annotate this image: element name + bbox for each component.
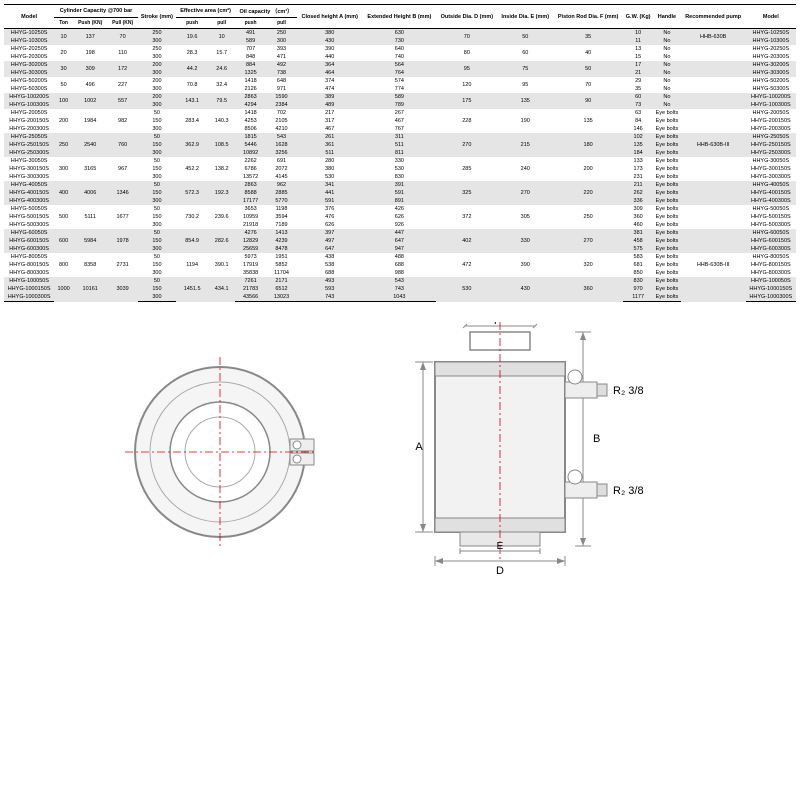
label-b: B xyxy=(593,433,600,445)
h-gw: G.W. (Kg) xyxy=(623,5,653,29)
label-a: A xyxy=(415,441,423,453)
side-view-diagram: F A B R₂ 3/8 R₂ 3/8 D E xyxy=(375,322,675,582)
h-stroke: Stroke (mm) xyxy=(138,5,176,29)
h-pushkn: Push (KN) xyxy=(73,18,107,29)
table-row: HHYG-50050S5005111167750730.2239.6365311… xyxy=(4,205,796,213)
h-ton: Ton xyxy=(54,18,73,29)
spec-table: Model Cylinder Capacity @700 bar Stroke … xyxy=(4,4,796,302)
h-apush: push xyxy=(176,18,208,29)
table-row: HHYG-100050S1000101613039501451.5434.172… xyxy=(4,277,796,285)
table-row: HHYG-80050S80083582731501194390.15973195… xyxy=(4,253,796,261)
h-ext: Extended Height B (mm) xyxy=(362,5,436,29)
h-opull: pull xyxy=(266,18,297,29)
h-closed: Closed height A (mm) xyxy=(297,5,362,29)
h-outd: Outside Dia. D (mm) xyxy=(436,5,497,29)
h-ind: Inside Dia. E (mm) xyxy=(497,5,553,29)
table-row: HHYG-50200S5049622720070.832.41418648374… xyxy=(4,77,796,85)
h-capacity: Cylinder Capacity @700 bar xyxy=(54,5,138,18)
table-row: HHYG-40050S4004006134650572.3192.3286396… xyxy=(4,181,796,189)
h-handle: Handle xyxy=(653,5,681,29)
table-row: HHYG-60050S6005984197850854.9282.6427614… xyxy=(4,229,796,237)
port-label-2: R₂ 3/8 xyxy=(613,485,644,497)
label-d: D xyxy=(496,565,504,577)
h-pump: Recommended pump xyxy=(681,5,746,29)
label-e: E xyxy=(497,541,504,552)
h-apull: pull xyxy=(208,18,235,29)
h-rodd: Piston Rod Dia. F (mm) xyxy=(553,5,623,29)
h-pullkn: Pull (KN) xyxy=(107,18,137,29)
h-model2: Model xyxy=(746,5,796,29)
table-row: HHYG-100200S1001002557200143.179.5286315… xyxy=(4,93,796,101)
h-area: Effective area (cm²) xyxy=(176,5,235,18)
label-f: F xyxy=(494,322,500,327)
table-row: HHYG-20050S200198498250283.4140.31418702… xyxy=(4,109,796,117)
table-row: HHYG-10250S101377025019.6104912503806307… xyxy=(4,29,796,38)
top-view-diagram xyxy=(125,357,315,547)
table-row: HHYG-30200S3030917220044.224.68844923645… xyxy=(4,61,796,69)
port-label-1: R₂ 3/8 xyxy=(613,385,644,397)
table-row: HHYG-20250S2019811025028.315.77073933906… xyxy=(4,45,796,53)
h-model: Model xyxy=(4,5,54,29)
h-oil: Oil capacity （cm³） xyxy=(235,5,297,18)
table-row: HHYG-30050S300316596750452.2138.22262691… xyxy=(4,157,796,165)
diagram-area: F A B R₂ 3/8 R₂ 3/8 D E xyxy=(4,322,796,582)
h-opush: push xyxy=(235,18,266,29)
table-row: HHYG-25050S250254076050362.9108.51815543… xyxy=(4,133,796,141)
